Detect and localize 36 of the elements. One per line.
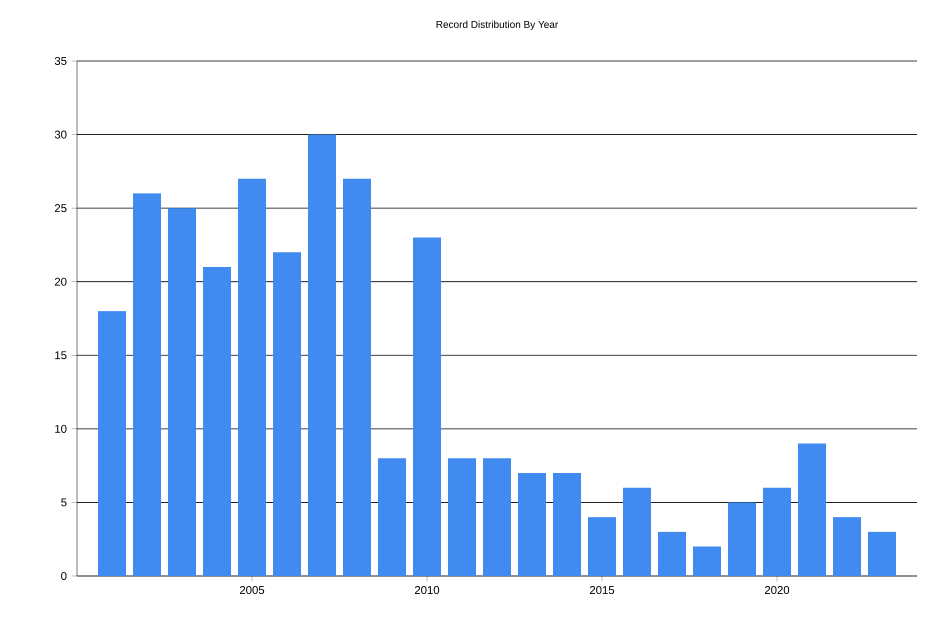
chart-title: Record Distribution By Year <box>436 20 558 30</box>
bar <box>203 266 232 576</box>
x-tick-label: 2010 <box>414 586 440 594</box>
bar <box>833 517 862 576</box>
bar <box>623 488 652 576</box>
y-tick-label: 25 <box>54 204 67 212</box>
y-tick-label: 35 <box>54 56 67 65</box>
bar <box>448 458 476 576</box>
bar <box>553 472 582 576</box>
x-tick-label: 2015 <box>590 586 614 594</box>
y-tick-label: 15 <box>55 351 67 360</box>
bar <box>763 488 792 576</box>
bar <box>588 517 616 576</box>
bar <box>728 502 756 576</box>
bar <box>798 444 826 576</box>
bar <box>343 178 372 576</box>
bar <box>658 532 686 576</box>
bar <box>483 458 512 576</box>
bar <box>238 178 266 576</box>
bar <box>308 134 336 576</box>
bar <box>693 546 722 576</box>
bar <box>378 458 406 576</box>
y-tick-label: 30 <box>54 130 67 139</box>
x-tick-label: 2020 <box>764 586 790 594</box>
bar <box>413 238 442 576</box>
bar <box>133 193 162 576</box>
bar <box>518 472 546 576</box>
y-tick-label: 5 <box>61 498 67 506</box>
bar <box>168 208 196 576</box>
bar <box>98 311 126 576</box>
y-tick-label: 10 <box>55 424 67 433</box>
bar <box>273 252 302 576</box>
y-tick-label: 20 <box>54 278 67 286</box>
bar <box>868 532 896 576</box>
x-tick-label: 2005 <box>240 586 264 594</box>
y-tick-label: 0 <box>61 572 67 580</box>
